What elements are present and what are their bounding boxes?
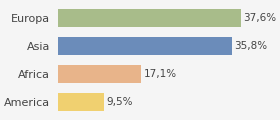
Bar (58, 9, 241, 27)
Text: 9,5%: 9,5% (106, 97, 133, 107)
Text: 37,6%: 37,6% (243, 13, 276, 23)
Bar (58, 93, 104, 111)
Bar (58, 65, 141, 83)
Text: 35,8%: 35,8% (234, 41, 267, 51)
Bar (58, 37, 232, 55)
Text: 17,1%: 17,1% (143, 69, 177, 79)
